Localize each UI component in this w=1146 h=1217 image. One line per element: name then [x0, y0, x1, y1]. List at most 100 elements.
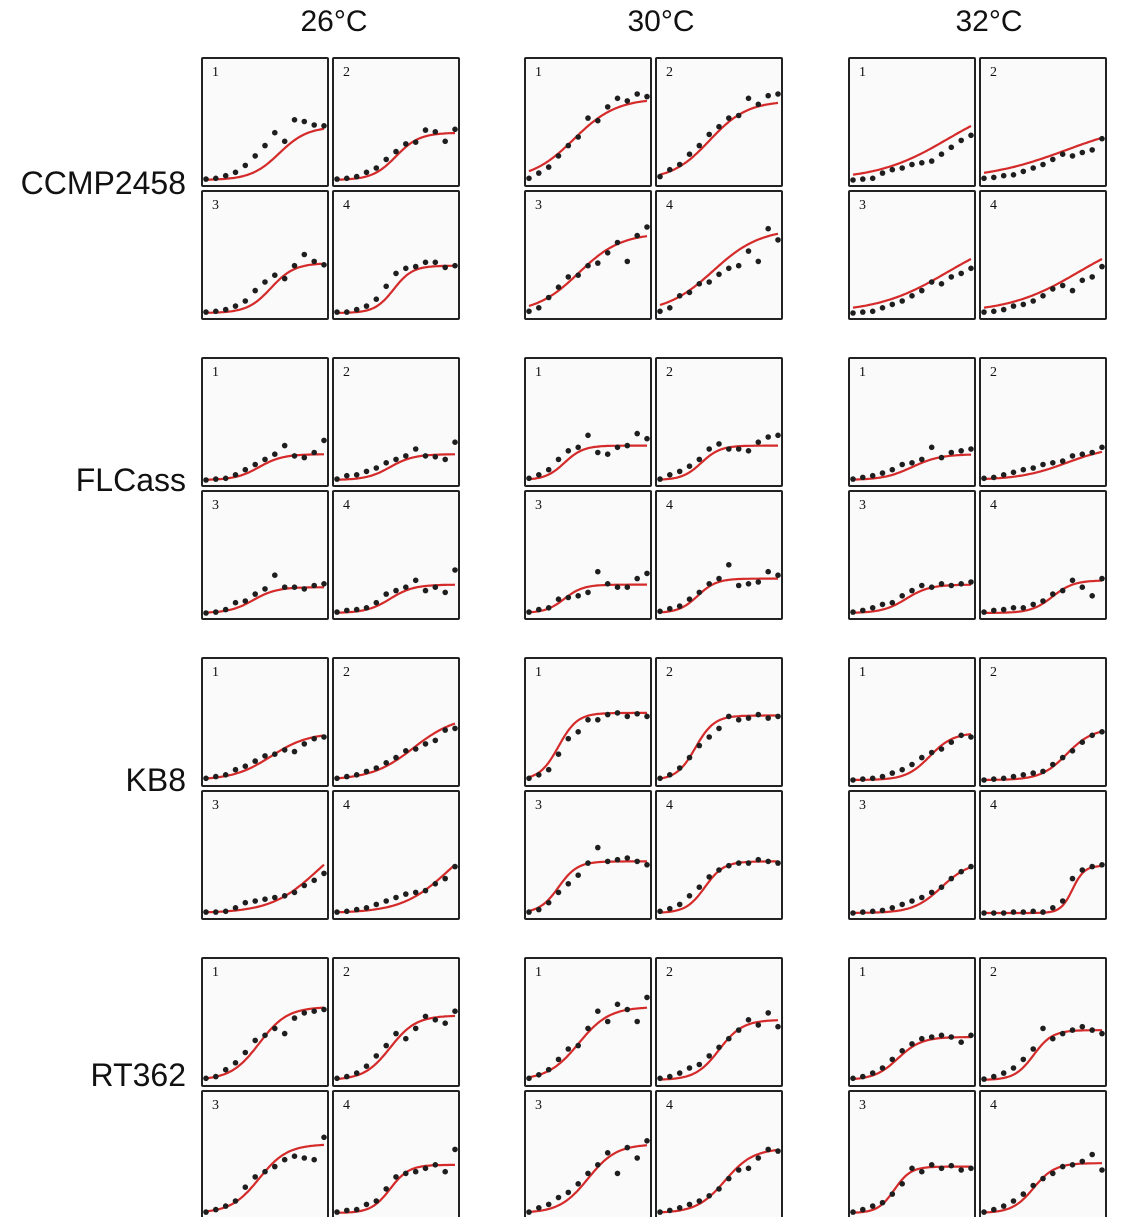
panel-ccmp2458-30c-rep1-point-5 [565, 142, 572, 149]
panel-rt362-26c-rep1-point-11 [301, 1010, 308, 1016]
panel-ccmp2458-26c-rep4-point-11 [432, 259, 439, 266]
panel-kb8-26c-rep4-point-8 [403, 891, 409, 897]
panel-flcass-26c-rep2-point-13 [452, 439, 458, 446]
panel-ccmp2458-26c-rep3-point-9 [281, 275, 288, 282]
panel-ccmp2458-26c-rep4-point-9 [412, 263, 419, 270]
panel-ccmp2458-32c-rep3-point-12 [958, 270, 964, 277]
panel-flcass-32c-rep1-point-12 [958, 448, 964, 454]
panel-rt362-26c-rep2-point-11 [432, 1017, 439, 1023]
panel-kb8-32c-rep4-point-6 [1030, 908, 1036, 915]
panel-flcass-30c-rep4-point-3 [676, 603, 683, 609]
panel-ccmp2458-26c-rep1-fit-curve [206, 127, 325, 181]
panel-flcass-26c-rep4: 4 [332, 490, 460, 620]
panel-ccmp2458-30c-rep2-point-7 [716, 123, 722, 130]
panel-kb8-26c-rep1-point-2 [213, 773, 219, 780]
panel-ccmp2458-30c-rep4: 4 [655, 190, 783, 320]
panel-rt362-32c-rep2-point-7 [1040, 1025, 1046, 1032]
panel-kb8-32c-rep3-point-8 [919, 894, 925, 901]
panel-rt362-26c-rep1-point-8 [272, 1025, 278, 1032]
panel-flcass-32c-rep3-point-12 [958, 581, 964, 587]
panel-flcass-26c-rep4-point-1 [334, 609, 340, 615]
panel-kb8-30c-rep1: 1 [524, 657, 652, 787]
panel-rt362-26c-rep3-point-2 [213, 1206, 219, 1213]
panel-flcass-26c-rep2-frame [332, 357, 460, 487]
panel-ccmp2458-32c-rep1-point-2 [860, 176, 866, 182]
panel-rt362-26c-rep1-frame [201, 957, 329, 1087]
panel-flcass-32c-rep3-point-2 [860, 607, 866, 614]
panel-ccmp2458-30c-rep2-point-9 [735, 112, 742, 119]
panel-rt362-32c-rep1-point-7 [909, 1041, 915, 1047]
panel-ccmp2458-32c-rep4: 4 [979, 190, 1107, 320]
panel-kb8-30c-rep2-point-6 [706, 734, 712, 740]
panel-flcass-30c-rep2-point-6 [706, 446, 712, 452]
panel-ccmp2458-30c-rep4-frame [655, 190, 783, 320]
panel-rt362-32c-rep3-point-1 [850, 1209, 856, 1215]
panel-rt362-26c-rep3-point-5 [242, 1184, 249, 1190]
panel-kb8-30c-rep3-point-8 [595, 844, 601, 851]
panel-ccmp2458-30c-rep1-point-10 [614, 95, 621, 102]
panel-kb8-30c-rep3-number: 3 [535, 798, 542, 813]
panel-ccmp2458-32c-rep3-point-8 [919, 287, 925, 294]
panel-kb8-32c-rep4-frame [979, 790, 1107, 920]
panel-flcass-26c-rep2-point-11 [432, 454, 439, 460]
panel-flcass-32c-rep2: 2 [979, 357, 1107, 487]
panel-ccmp2458-30c-rep3-number: 3 [535, 198, 542, 213]
panel-ccmp2458-26c-rep3-point-1 [203, 309, 209, 315]
panel-kb8-30c-rep4-point-4 [686, 893, 693, 899]
panel-rt362-26c-rep3-point-13 [321, 1134, 327, 1141]
panel-rt362-30c-rep2: 2 [655, 957, 783, 1087]
panel-rt362-32c-rep1: 1 [848, 957, 976, 1087]
panel-rt362-26c-rep2-point-1 [334, 1075, 340, 1082]
panel-kb8-30c-rep2-point-13 [775, 713, 781, 720]
panel-flcass-26c-rep1-point-5 [242, 466, 249, 473]
panel-ccmp2458-30c-rep1-point-3 [545, 164, 552, 170]
panel-ccmp2458-32c-rep3-point-13 [968, 265, 974, 272]
panel-kb8-26c-rep4-number: 4 [343, 798, 350, 813]
panel-kb8-26c-rep3-point-6 [252, 898, 258, 904]
panel-rt362-30c-rep2-point-11 [755, 1022, 762, 1028]
panel-ccmp2458-32c-rep2-point-5 [1020, 168, 1027, 175]
panel-ccmp2458-32c-rep3-fit-curve [852, 258, 972, 309]
panel-flcass-32c-rep4-point-1 [981, 609, 987, 615]
panel-rt362-30c-rep2-point-4 [686, 1065, 693, 1071]
panel-kb8-26c-rep1-point-5 [242, 763, 249, 769]
panel-kb8-32c-rep1-point-8 [919, 754, 925, 761]
panel-ccmp2458-32c-rep2-point-11 [1079, 149, 1086, 156]
panel-flcass-32c-rep2-point-7 [1040, 461, 1046, 468]
panel-rt362-30c-rep2-point-6 [706, 1053, 712, 1059]
panel-rt362-32c-rep3-point-8 [919, 1168, 925, 1175]
panel-rt362-30c-rep3-point-4 [555, 1194, 562, 1201]
panel-kb8-32c-rep3-point-13 [968, 863, 974, 870]
panel-ccmp2458-32c-rep4-point-4 [1010, 303, 1017, 309]
panel-flcass-26c-rep4-point-11 [432, 584, 439, 590]
panel-kb8-30c-rep1-point-11 [624, 713, 631, 720]
panel-kb8-26c-rep4-point-6 [383, 898, 390, 904]
panel-flcass-26c-rep3-point-13 [321, 581, 327, 587]
panel-flcass-26c-rep1-point-11 [301, 454, 308, 461]
panel-flcass-32c-rep1-point-4 [879, 470, 886, 476]
panel-kb8-32c-rep3-point-5 [889, 905, 896, 911]
panel-flcass-32c-rep2-point-9 [1059, 458, 1066, 464]
panel-rt362-32c-rep3-point-7 [909, 1165, 915, 1172]
panel-kb8-30c-rep3-point-7 [585, 860, 591, 866]
panel-kb8-30c-rep1-fit-curve [528, 711, 647, 779]
panel-kb8-26c-rep1-point-9 [281, 747, 288, 753]
panel-flcass-30c-rep4-point-9 [735, 582, 742, 589]
panel-ccmp2458-26c-rep1-point-3 [222, 172, 229, 179]
panel-ccmp2458-32c-rep1-point-10 [938, 151, 945, 157]
panel-kb8-32c-rep1-point-4 [879, 773, 886, 780]
panel-kb8-30c-rep4-point-13 [775, 860, 781, 866]
panel-kb8-30c-rep2-frame [655, 657, 783, 787]
panel-flcass-32c-rep1-point-5 [889, 466, 896, 473]
panel-flcass-26c-rep2-point-8 [403, 453, 409, 459]
panel-rt362-26c-rep4-point-1 [334, 1209, 340, 1215]
panel-kb8-30c-rep3-point-6 [575, 872, 581, 878]
panel-rt362-26c-rep1-point-6 [252, 1037, 258, 1044]
panel-rt362-32c-rep4-point-13 [1099, 1167, 1105, 1173]
panel-kb8-26c-rep4-point-13 [452, 863, 458, 870]
panel-kb8-32c-rep1-frame [848, 657, 976, 787]
panel-rt362-26c-rep4-point-9 [412, 1168, 419, 1175]
panel-kb8-32c-rep3-point-11 [948, 875, 955, 882]
panel-flcass-30c-rep1-point-1 [526, 475, 532, 482]
